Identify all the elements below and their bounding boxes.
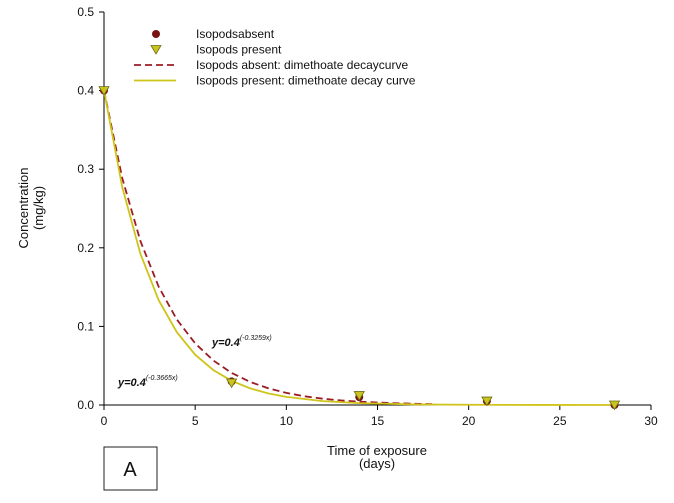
y-tick-label: 0.3 [77, 162, 94, 176]
annotation-exponent: (-0.3259x) [240, 335, 272, 342]
annotation-exponent: (-0.3665x) [146, 375, 178, 382]
y-tick-label: 0.1 [77, 319, 94, 333]
y-axis-label: Concentration [16, 168, 31, 249]
marker [353, 391, 365, 401]
y-tick-label: 0.5 [77, 5, 94, 19]
curve [103, 90, 615, 406]
x-axis-label: (days) [359, 456, 395, 471]
x-tick-label: 15 [371, 414, 385, 428]
x-tick-label: 25 [553, 414, 567, 428]
x-tick-label: 0 [101, 414, 108, 428]
panel-box [103, 446, 158, 491]
legend-label: Isopods present: dimethoate decay curve [196, 74, 416, 88]
x-tick-label: 30 [644, 414, 658, 428]
x-axis-label: Time of exposure [327, 443, 427, 458]
marker [481, 396, 493, 407]
annotation: y=0.4(-0.3259x) [211, 335, 272, 349]
y-tick-label: 0.0 [77, 398, 94, 412]
legend-label: Isopods present [196, 43, 282, 57]
legend-label: Isopodsabsent [196, 27, 275, 41]
y-tick-label: 0.2 [77, 241, 94, 255]
annotation-text: y=0.4 [211, 337, 240, 349]
annotation-text: y=0.4 [117, 377, 146, 389]
y-axis-label: (mg/kg) [31, 186, 46, 230]
curve [103, 90, 433, 406]
x-tick-label: 5 [192, 414, 199, 428]
x-tick-label: 20 [462, 414, 476, 428]
legend-label: Isopods absent: dimethoate decaycurve [196, 58, 408, 72]
marker [150, 45, 162, 55]
y-tick-label: 0.4 [77, 84, 94, 98]
panel-label: A [123, 459, 137, 481]
marker [98, 86, 110, 96]
marker [608, 400, 621, 411]
x-tick-label: 10 [280, 414, 294, 428]
marker [152, 30, 160, 38]
annotation: y=0.4(-0.3665x) [117, 375, 178, 389]
marker [225, 378, 238, 389]
